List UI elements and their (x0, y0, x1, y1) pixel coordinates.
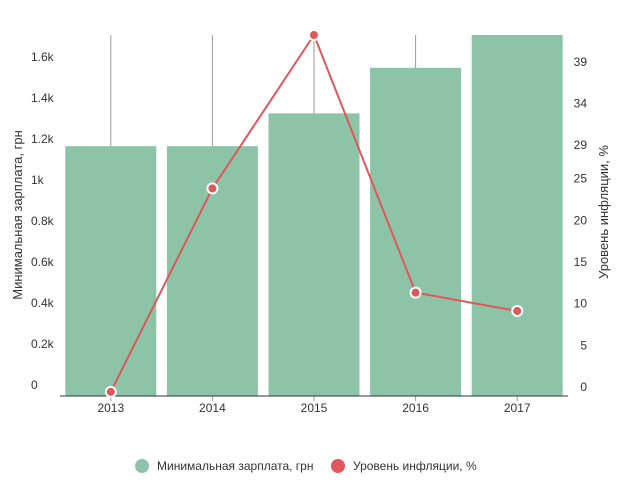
x-tick-label: 2015 (301, 401, 328, 415)
x-tick-label: 2017 (504, 401, 531, 415)
bar-series (65, 35, 563, 397)
inflation-point (308, 29, 320, 41)
bar (370, 67, 462, 397)
y-right-tick-label: 20 (574, 213, 588, 227)
inflation-point (206, 182, 219, 195)
y-left-tick-label: 1.2k (31, 132, 55, 146)
legend-swatch-salary (135, 459, 149, 473)
y-left-tick-label: 0.6k (31, 255, 55, 269)
y-left-tick-label: 0 (31, 378, 38, 392)
legend-swatch-inflation (331, 459, 345, 473)
y-left-tick-label: 0.2k (31, 337, 55, 351)
x-tick-labels: 2013 2014 2015 2016 2017 (97, 401, 530, 415)
y-left-tick-label: 1.6k (31, 50, 55, 64)
inflation-point (409, 286, 422, 299)
legend: Минимальная зарплата, грн Уровень инфляц… (135, 459, 477, 473)
y-left-tick-label: 0.8k (31, 214, 55, 228)
bar (65, 146, 157, 396)
y-right-tick-label: 5 (580, 338, 587, 352)
legend-label-salary: Минимальная зарплата, грн (157, 459, 313, 473)
y-right-tick-label: 25 (574, 172, 588, 186)
y-left-tick-labels: 0 0.2k 0.4k 0.6k 0.8k 1k 1.2k 1.4k 1.6k (31, 50, 55, 392)
y-right-tick-labels: 0 5 10 15 20 25 29 34 39 (574, 55, 588, 394)
y-right-tick-label: 29 (574, 138, 588, 152)
x-tick-label: 2014 (199, 401, 226, 415)
x-tick-label: 2016 (402, 401, 429, 415)
line-series (104, 29, 524, 398)
y-right-tick-label: 15 (574, 255, 588, 269)
inflation-point (511, 304, 524, 317)
y-right-tick-label: 10 (574, 297, 588, 311)
legend-label-inflation: Уровень инфляции, % (353, 459, 477, 473)
bar (268, 113, 360, 397)
y-right-tick-label: 39 (574, 55, 588, 69)
y-right-tick-label: 0 (580, 380, 587, 394)
x-tick-label: 2013 (97, 401, 124, 415)
y-left-tick-label: 1k (31, 173, 45, 187)
y-right-tick-label: 34 (574, 97, 588, 111)
y-axis-right-title: Уровень инфляции, % (596, 145, 611, 279)
y-axis-left-title: Минимальная зарплата, грн (10, 130, 25, 300)
y-left-tick-label: 1.4k (31, 91, 55, 105)
inflation-point (104, 385, 117, 398)
y-left-tick-label: 0.4k (31, 296, 55, 310)
bar (471, 35, 563, 396)
